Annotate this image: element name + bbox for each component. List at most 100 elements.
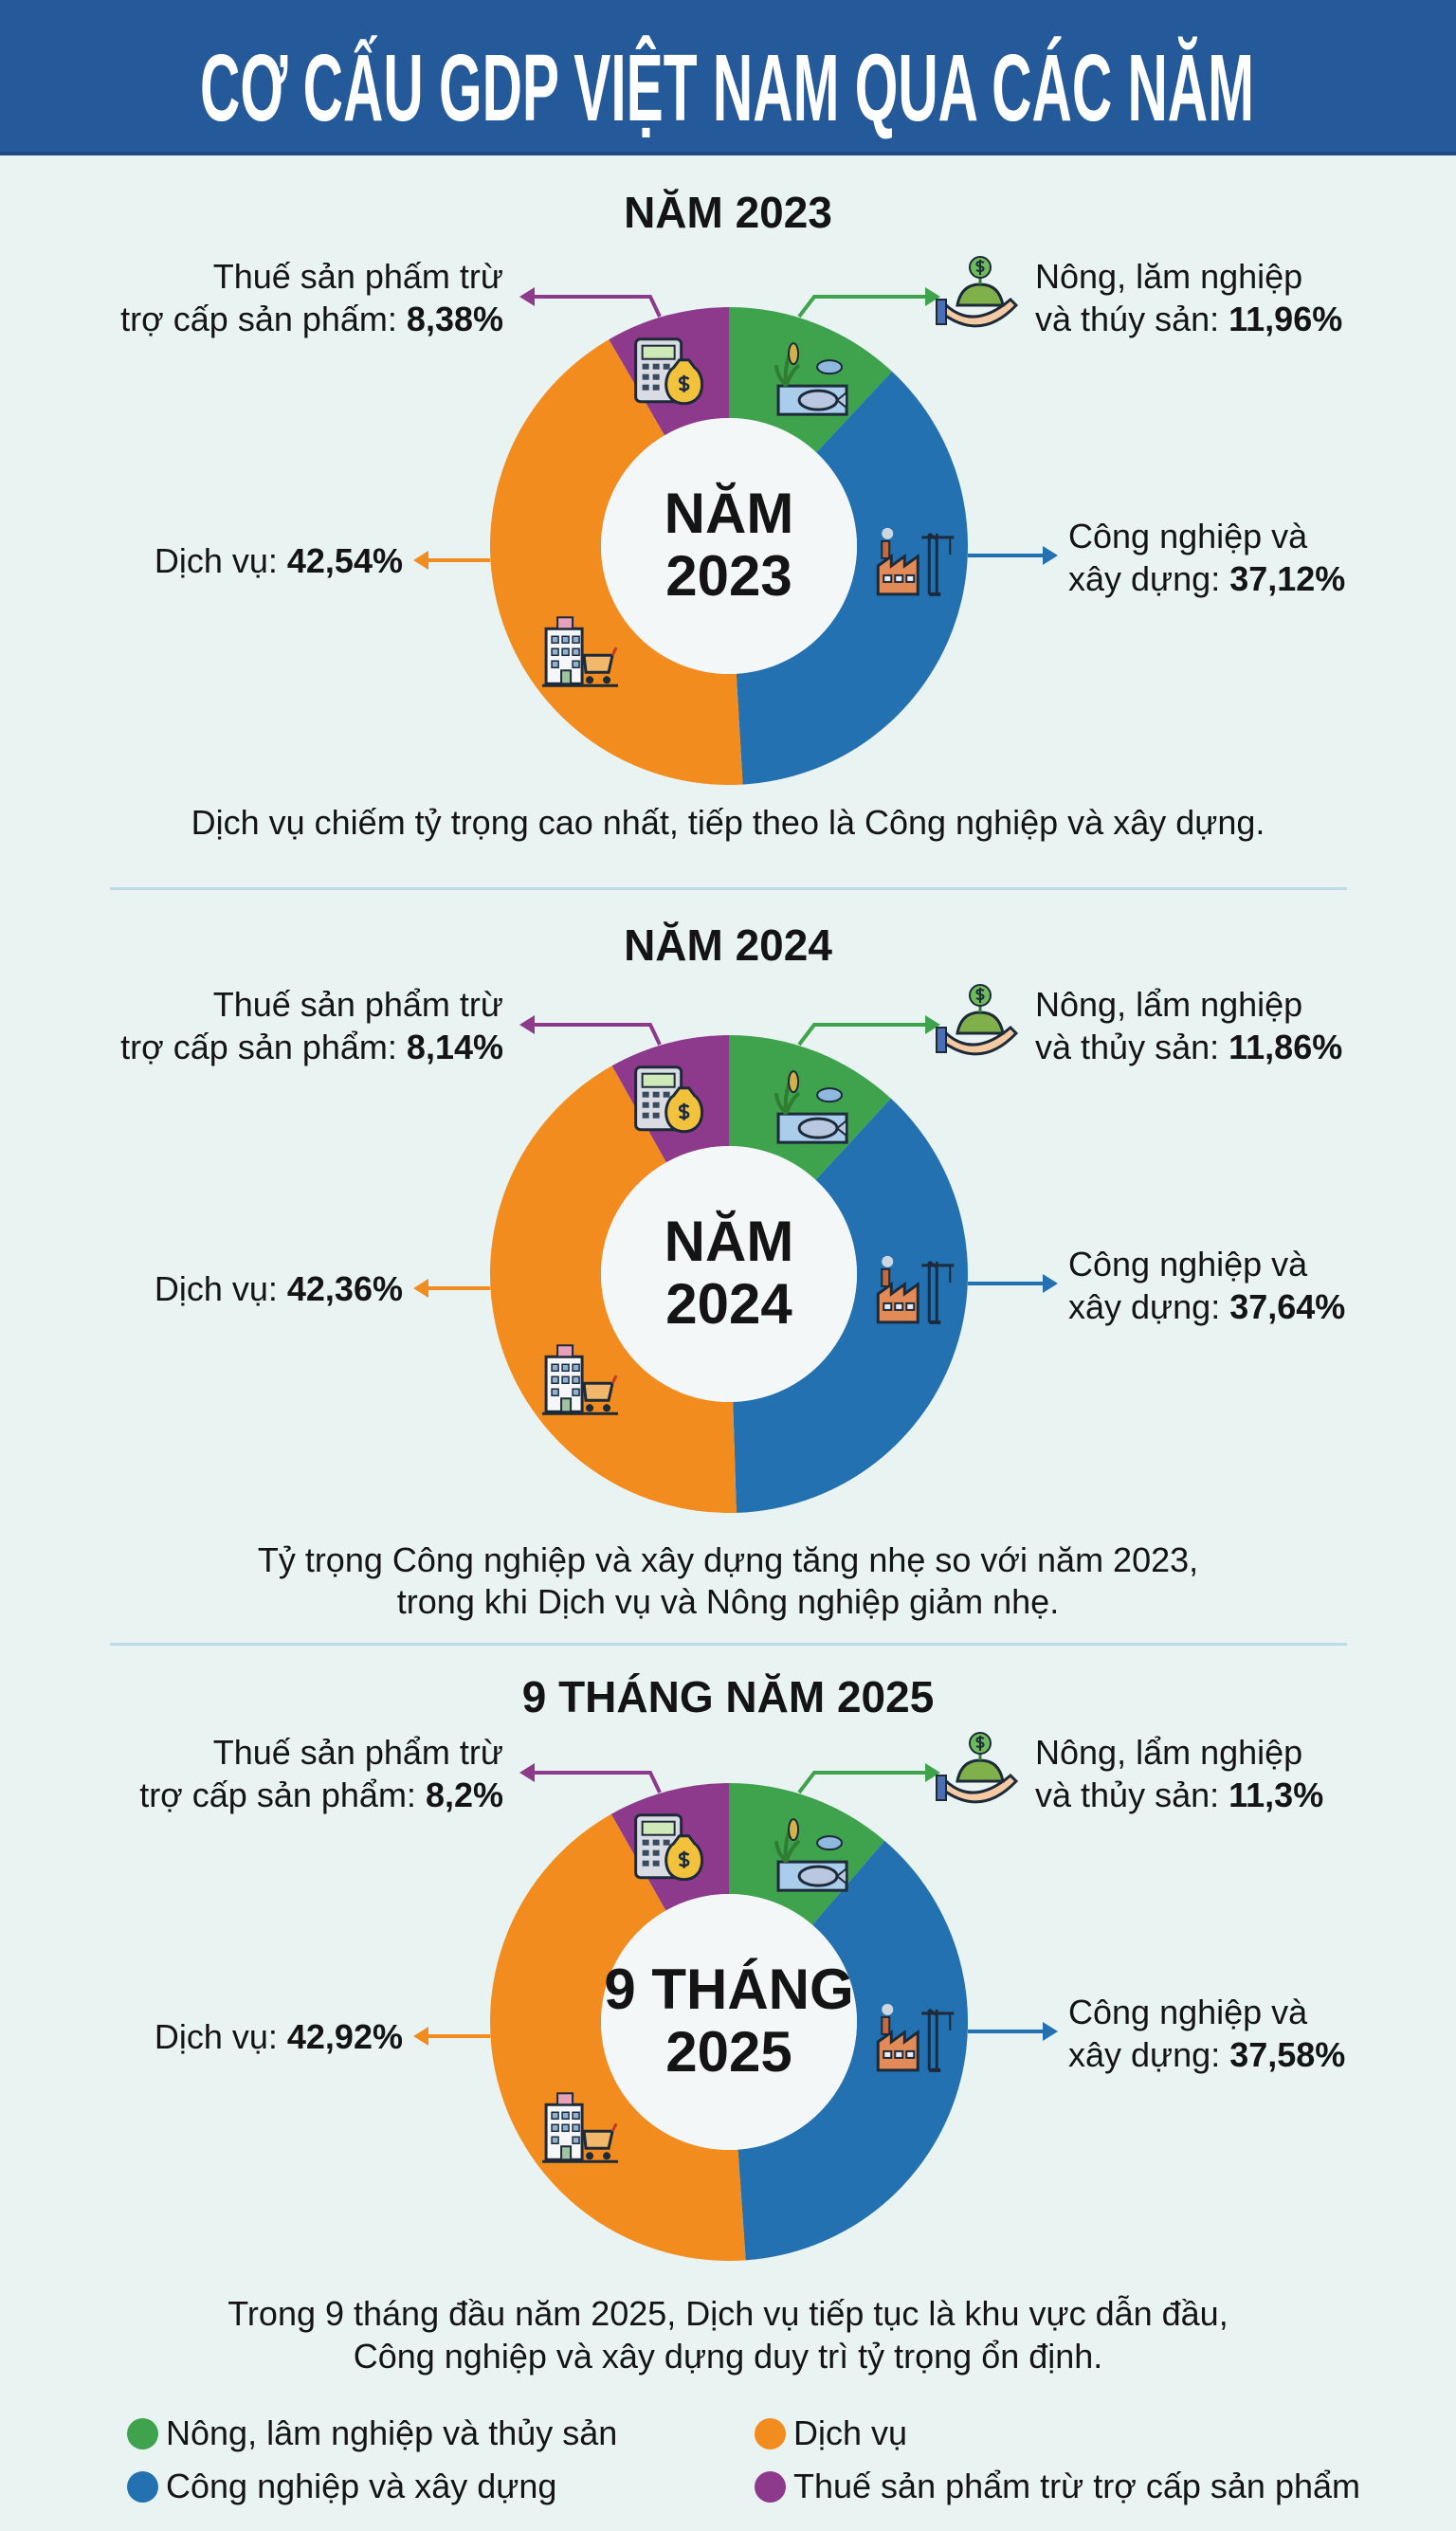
donut-center-label: 2024	[665, 1272, 792, 1336]
label-value: 42,36%	[286, 1269, 403, 1308]
label-text: và thủy sản:	[1035, 1028, 1229, 1066]
rice-fish-icon	[774, 1818, 848, 1892]
label-line: Dịch vụ: 42,92%	[155, 2015, 403, 2058]
label-text: và thủy sản:	[1035, 1775, 1229, 1814]
legend-swatch	[755, 2417, 786, 2449]
donut-slice-industry	[733, 1098, 969, 1513]
header-title-svg: CƠ CẤU GDP VIỆT NAM QUA CÁC NĂM	[200, 34, 1254, 141]
section-divider	[110, 1643, 1347, 1646]
label-text: xây dựng:	[1068, 1287, 1230, 1326]
factory-crane-icon	[876, 2003, 955, 2072]
factory-crane-icon	[876, 1255, 955, 1324]
leader-arrow-services	[413, 2027, 490, 2046]
slice-label-industry: Công nghiệp và xây dựng: 37,12%	[1068, 515, 1345, 600]
hand-money-plant-icon	[936, 984, 1019, 1056]
donut-hole	[601, 1146, 857, 1402]
label-value: 11,96%	[1228, 300, 1343, 338]
building-cart-icon	[542, 2092, 619, 2163]
header-banner: CƠ CẤU GDP VIỆT NAM QUA CÁC NĂM	[0, 0, 1456, 155]
label-line: trợ cấp sản phấm: 8,38%	[120, 298, 503, 340]
leader-arrow-industry	[968, 546, 1058, 565]
label-text: Dịch vụ:	[154, 2017, 287, 2056]
label-line: trợ cấp sản phẩm: 8,2%	[139, 1774, 503, 1816]
label-line: trợ cấp sản phẩm: 8,14%	[120, 1026, 503, 1068]
label-text: Thuế sản phấm trừ	[212, 257, 503, 296]
section-caption: trong khi Dịch vụ và Nông nghiệp giảm nh…	[396, 1582, 1060, 1621]
legend-label: Thuế sản phẩm trừ trợ cấp sản phẩm	[793, 2467, 1360, 2505]
section-title: NĂM 2024	[624, 920, 832, 970]
leader-arrow-tax	[519, 287, 662, 318]
section-caption: Công nghiệp và xây dựng duy trì tỷ trọng…	[353, 2337, 1103, 2376]
label-line: Nông, lăm nghiệp	[1035, 255, 1342, 298]
donut-hole	[601, 418, 857, 674]
label-line: Dịch vụ: 42,36%	[155, 1267, 403, 1310]
donut-center-label: NĂM	[664, 482, 794, 545]
label-line: Công nghiệp và	[1068, 1243, 1345, 1285]
donut-slice-industry	[737, 1840, 968, 2261]
donut-hole	[601, 1894, 857, 2150]
label-text: và thúy sản:	[1035, 300, 1229, 338]
label-text: trợ cấp sản phẩm:	[139, 1775, 426, 1814]
label-line: Thuế sản phẩm trừ	[120, 983, 503, 1026]
section-caption: Dịch vụ chiếm tỷ trọng cao nhất, tiếp th…	[191, 803, 1265, 842]
label-value: 8,38%	[406, 300, 503, 338]
building-cart-icon	[542, 1344, 619, 1415]
label-value: 11,3%	[1228, 1775, 1324, 1814]
label-value: 11,86%	[1228, 1028, 1343, 1066]
slice-label-industry: Công nghiệp và xây dựng: 37,64%	[1068, 1243, 1345, 1328]
slice-label-tax: Thuế sản phẩm trừ trợ cấp sản phẩm: 8,14%	[120, 983, 503, 1068]
label-line: xây dựng: 37,12%	[1068, 557, 1345, 600]
donut-slice-industry	[736, 371, 969, 785]
donut-center-label: NĂM	[664, 1210, 794, 1273]
legend-swatch	[127, 2470, 158, 2503]
label-text: Thuế sản phẩm trừ	[212, 985, 503, 1024]
label-value: 37,12%	[1229, 559, 1346, 598]
donut-slice-agriculture	[729, 1035, 891, 1180]
leader-arrow-industry	[968, 2022, 1058, 2041]
slice-label-agriculture: Nông, lăm nghiệp và thúy sản: 11,96%	[1035, 255, 1342, 340]
label-line: Công nghiệp và	[1068, 515, 1345, 557]
section-caption: Trong 9 tháng đầu năm 2025, Dịch vụ tiếp…	[228, 2294, 1228, 2333]
label-text: Công nghiệp và	[1068, 517, 1308, 555]
label-text: Dịch vụ:	[154, 1269, 287, 1308]
label-line: Công nghiệp và	[1068, 1991, 1345, 2033]
legend-swatch	[127, 2417, 158, 2449]
legend-label: Công nghiệp và xây dựng	[166, 2467, 557, 2505]
label-line: xây dựng: 37,64%	[1068, 1285, 1345, 1328]
label-text: Nông, lẩm nghiệp	[1035, 1733, 1303, 1772]
label-line: xây dựng: 37,58%	[1068, 2033, 1345, 2076]
label-text: Nông, lăm nghiệp	[1035, 257, 1303, 296]
label-text: xây dựng:	[1068, 2035, 1230, 2074]
leader-arrow-tax	[519, 1015, 662, 1046]
label-line: Thuế sản phấm trừ	[120, 255, 503, 298]
leader-arrow-agriculture	[797, 1015, 940, 1047]
label-line: Nông, lẩm nghiệp	[1035, 983, 1342, 1026]
label-text: Công nghiệp và	[1068, 1245, 1308, 1284]
label-text: trợ cấp sản phấm:	[120, 300, 407, 338]
page-title: CƠ CẤU GDP VIỆT NAM QUA CÁC NĂM	[200, 34, 1254, 141]
label-text: Nông, lẩm nghiệp	[1035, 985, 1303, 1024]
label-text: Thuế sản phẩm trừ	[212, 1733, 503, 1772]
leader-arrow-services	[413, 551, 490, 570]
slice-label-services: Dịch vụ: 42,54%	[155, 539, 403, 582]
slice-label-industry: Công nghiệp và xây dựng: 37,58%	[1068, 1991, 1345, 2076]
building-cart-icon	[542, 616, 619, 687]
hand-money-plant-icon	[936, 1732, 1019, 1804]
section-title: NĂM 2023	[624, 188, 832, 237]
donut-center-label: 2023	[665, 544, 792, 608]
factory-crane-icon	[876, 527, 955, 596]
rice-fish-icon	[774, 1070, 848, 1144]
legend-item-services: Dịch vụ	[755, 2413, 907, 2454]
donut-slice-agriculture	[729, 1783, 885, 1925]
slice-label-agriculture: Nông, lẩm nghiệp và thủy sản: 11,86%	[1035, 983, 1342, 1068]
legend-item-tax: Thuế sản phẩm trừ trợ cấp sản phẩm	[755, 2466, 1360, 2507]
hand-money-plant-icon	[936, 256, 1019, 328]
slice-label-agriculture: Nông, lẩm nghiệp và thủy sản: 11,3%	[1035, 1731, 1323, 1816]
donut-center-label: 2025	[665, 2020, 792, 2084]
label-line: và thủy sản: 11,86%	[1035, 1026, 1342, 1068]
slice-label-tax: Thuế sản phẩm trừ trợ cấp sản phẩm: 8,2%	[139, 1731, 503, 1816]
label-line: Dịch vụ: 42,54%	[155, 539, 403, 582]
slice-label-tax: Thuế sản phấm trừ trợ cấp sản phấm: 8,38%	[120, 255, 503, 340]
legend-label: Dịch vụ	[793, 2413, 908, 2452]
